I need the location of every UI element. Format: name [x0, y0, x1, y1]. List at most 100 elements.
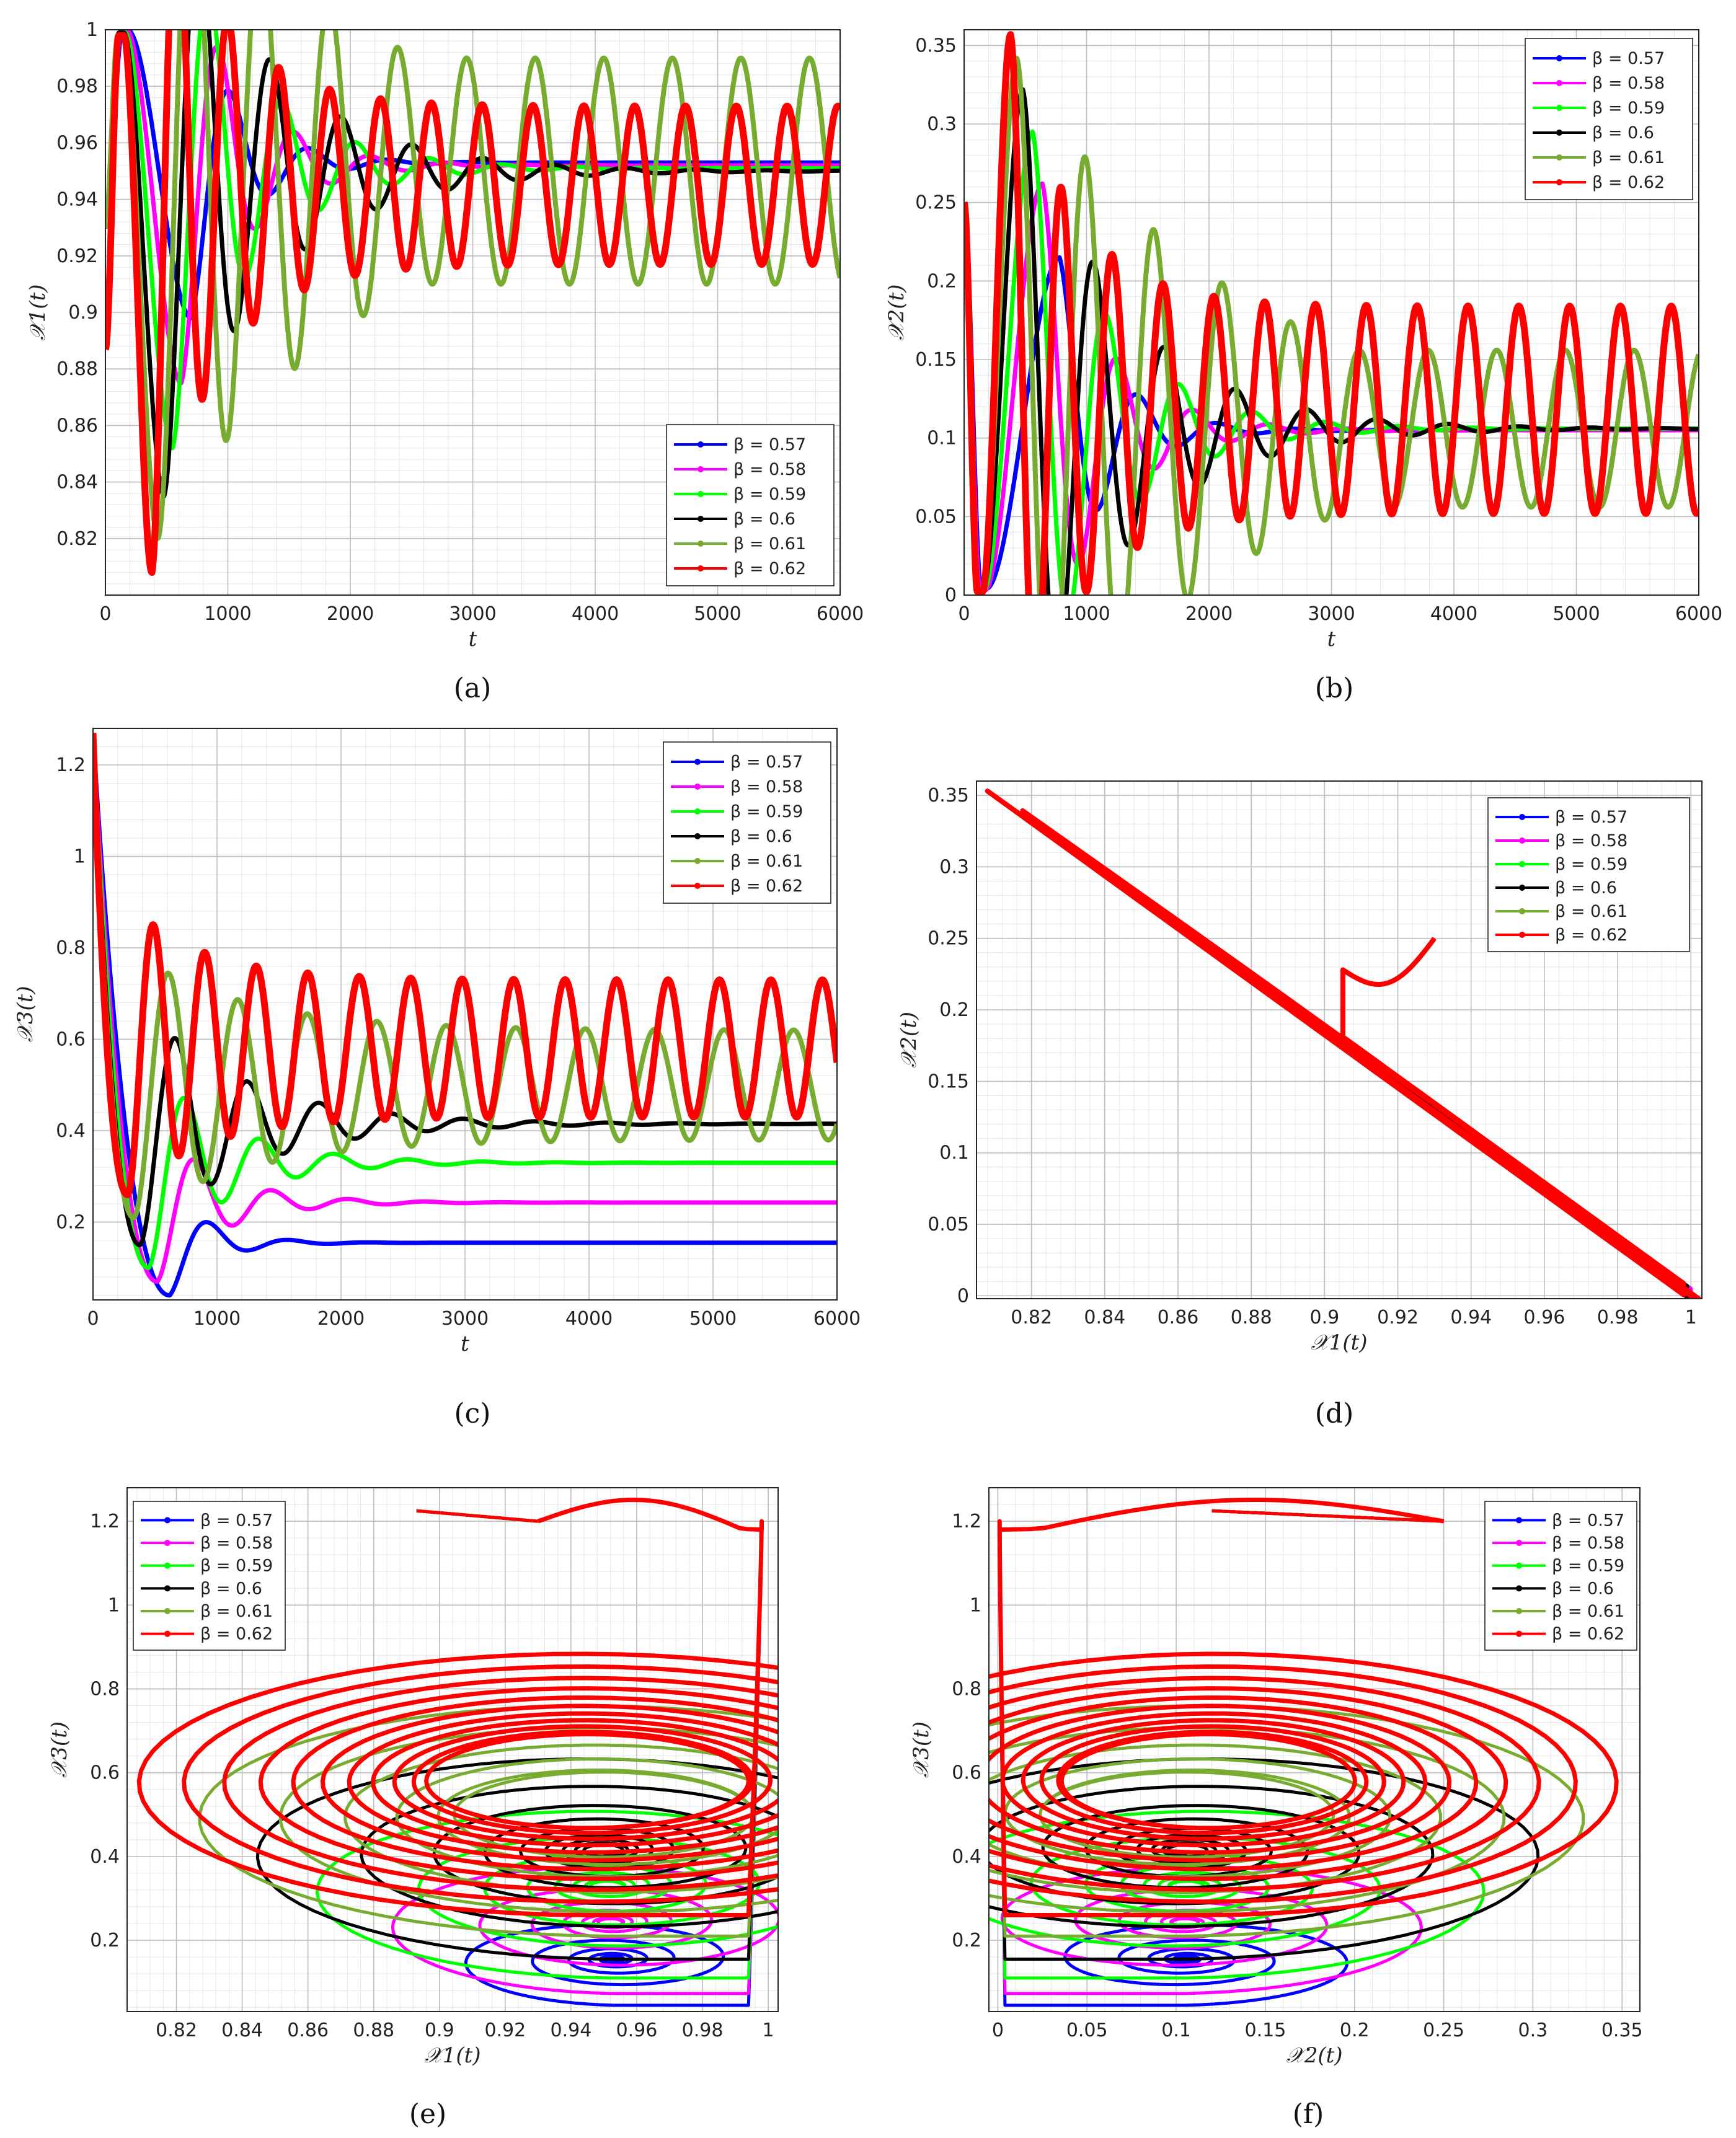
axes-frame [976, 780, 1703, 1299]
axes-frame [105, 29, 841, 596]
chart-c: 0 1000 2000 3000 4000 5000 6000 0.2 0.4 0.6 0.8 1 1.… [13, 728, 861, 1429]
x-tick-label: 0.94 [1450, 1307, 1492, 1328]
y-tick-label: 0.4 [952, 1846, 981, 1868]
y-tick-label: 1.2 [56, 754, 86, 776]
x-tick-label: 5000 [1552, 603, 1600, 625]
x-tick-label: 2000 [317, 1308, 365, 1330]
legend-marker [698, 541, 704, 547]
legend: β = 0.57 β = 0.58 β = 0.59 β = 0.6 β = 0.61 β… [663, 741, 831, 904]
x-tick-label: 0.05 [1066, 2020, 1108, 2041]
x-tick-label: 3000 [441, 1308, 489, 1330]
y-tick-label: 0.2 [927, 270, 957, 292]
legend-label: β = 0.58 [730, 777, 803, 797]
series-group [136, 1498, 778, 2007]
legend-label: β = 0.62 [1592, 173, 1665, 192]
x-tick-label: 0 [992, 2020, 1004, 2041]
series-line-5 [93, 733, 837, 1198]
x-tick-label: 0.35 [1601, 2020, 1643, 2041]
series-group [105, 30, 840, 576]
y-tick-label: 0.8 [952, 1678, 981, 1700]
series-line-1 [391, 1498, 778, 1995]
legend-label: β = 0.58 [1552, 1534, 1624, 1553]
y-tick-label: 0.3 [939, 856, 969, 878]
legend-marker [1519, 814, 1525, 820]
legend-marker [1519, 837, 1525, 844]
legend-label: β = 0.6 [1592, 123, 1654, 143]
legend-marker [1516, 1517, 1522, 1524]
panel-caption: (a) [454, 673, 492, 704]
series-line-0 [93, 733, 837, 1298]
legend-label: β = 0.59 [730, 802, 803, 821]
axes-frame [963, 29, 1699, 596]
legend-marker [1516, 1608, 1522, 1614]
series-line-0 [464, 1498, 763, 2007]
legend-label: β = 0.61 [200, 1602, 273, 1621]
legend-label: β = 0.61 [1555, 902, 1628, 921]
axes-frame [92, 728, 838, 1301]
series-line-1 [93, 733, 837, 1284]
legend-box [666, 424, 835, 586]
x-tick-label: 0 [99, 603, 111, 625]
legend-label: β = 0.58 [1555, 831, 1628, 850]
y-tick-label: 0.94 [56, 189, 98, 211]
x-tick-label: 0 [87, 1308, 99, 1330]
series-line-3 [93, 733, 837, 1247]
y-tick-label: 0.86 [56, 415, 98, 436]
legend-marker [1556, 105, 1562, 111]
legend-marker [698, 565, 704, 572]
legend-marker [1516, 1562, 1522, 1569]
legend-label: β = 0.58 [1592, 74, 1665, 93]
series-line-2 [93, 733, 837, 1270]
x-tick-label: 1 [1685, 1307, 1697, 1328]
y-tick-label: 0.05 [928, 1214, 969, 1235]
legend-marker [1556, 80, 1562, 86]
legend-label: β = 0.59 [1552, 1557, 1624, 1576]
legend-marker [698, 466, 704, 472]
legend-label: β = 0.6 [200, 1579, 262, 1598]
series-line-5 [985, 788, 1702, 1299]
y-axis-label: 𝒳2(t) [884, 284, 909, 340]
chart-f: 0 0.05 0.1 0.15 0.2 0.25 0.3 0.35 0.2 0.4 0.6 0.8 1 1… [909, 1487, 1643, 2130]
legend-label: β = 0.59 [200, 1557, 273, 1576]
x-tick-label: 4000 [572, 603, 619, 625]
x-tick-label: 0.82 [1011, 1307, 1052, 1328]
x-tick-label: 0.98 [682, 2020, 724, 2041]
series-line-4 [198, 1498, 778, 1938]
y-tick-label: 0.92 [56, 245, 98, 267]
x-tick-label: 0.2 [1340, 2020, 1370, 2041]
x-tick-label: 0.98 [1597, 1307, 1639, 1328]
panel-caption: (e) [409, 2098, 446, 2130]
legend-marker [1519, 932, 1525, 938]
y-axis-label: 𝒳2(t) [897, 1012, 921, 1068]
legend-label: β = 0.57 [733, 435, 806, 454]
legend-marker [1516, 1540, 1522, 1546]
chart-d: 0.82 0.84 0.86 0.88 0.9 0.92 0.94 0.96 0.98 1 0 0.0… [897, 780, 1703, 1429]
legend-box [1484, 1501, 1637, 1651]
x-tick-label: 3000 [449, 603, 496, 625]
x-tick-label: 1000 [204, 603, 251, 625]
y-tick-label: 0.1 [939, 1142, 969, 1164]
legend-box [1487, 797, 1690, 952]
legend-marker [164, 1585, 170, 1592]
y-tick-label: 0.2 [90, 1930, 120, 1951]
x-tick-label: 6000 [813, 1308, 861, 1330]
x-tick-label: 3000 [1308, 603, 1355, 625]
y-tick-label: 0.2 [939, 999, 969, 1021]
y-tick-label: 0.96 [56, 132, 98, 154]
legend-label: β = 0.62 [200, 1625, 273, 1644]
legend: β = 0.57 β = 0.58 β = 0.59 β = 0.6 β = 0.61 β… [1484, 1501, 1637, 1651]
x-tick-label: 0.86 [287, 2020, 329, 2041]
x-axis-label: 𝒳1(t) [1311, 1330, 1367, 1355]
series-tail-5 [416, 1509, 539, 1523]
y-tick-label: 0.6 [952, 1762, 981, 1784]
legend-box [663, 741, 831, 904]
series-line-4 [93, 733, 837, 1221]
y-tick-label: 0.6 [90, 1762, 120, 1784]
legend-label: β = 0.61 [733, 534, 806, 554]
x-tick-label: 0.82 [156, 2020, 197, 2041]
x-tick-label: 1000 [193, 1308, 241, 1330]
legend-marker [698, 516, 704, 522]
y-tick-label: 0.3 [927, 113, 957, 135]
chart-e: 0.82 0.84 0.86 0.88 0.9 0.92 0.94 0.96 0.98 1 0.2 0… [47, 1487, 779, 2130]
